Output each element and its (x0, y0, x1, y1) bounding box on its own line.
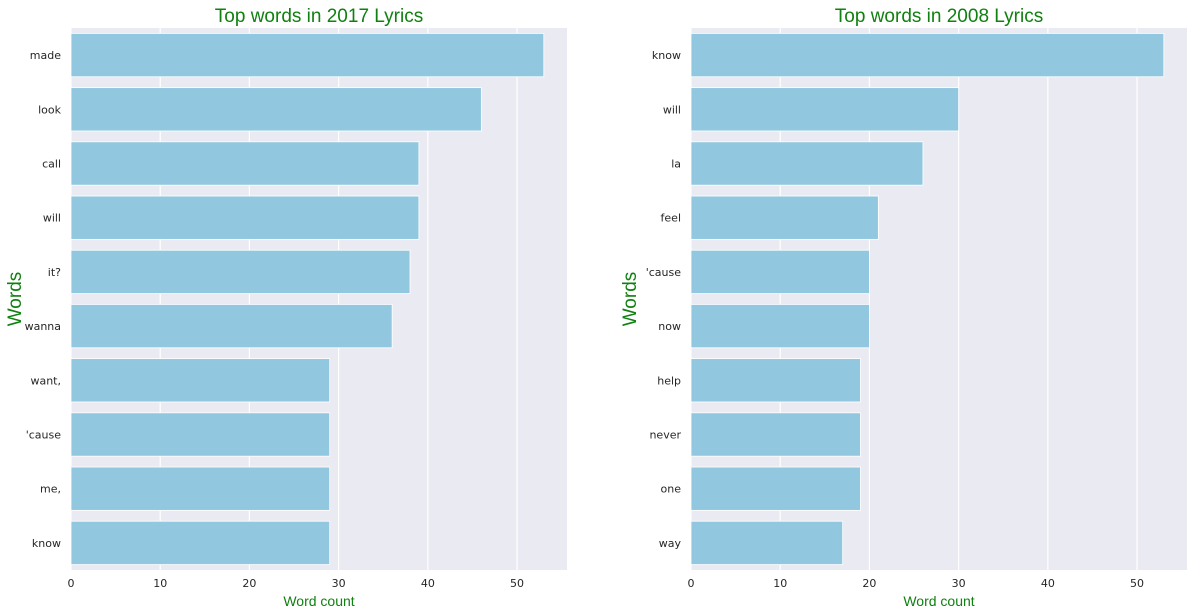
y-tick-label: call (42, 158, 61, 171)
y-tick-label: 'cause (26, 429, 62, 442)
x-tick-labels: 0 10 20 30 40 50 (68, 577, 525, 590)
bar (690, 466, 861, 511)
y-tick-label: will (663, 103, 681, 116)
bar (690, 304, 870, 349)
bar (70, 249, 411, 294)
y-axis-label: Words (620, 272, 641, 327)
chart-2008: know will la feel 'cause now help never one way 0… (620, 0, 1194, 615)
y-tick-label: way (659, 537, 682, 550)
y-tick-labels: made look call will it? wanna want, 'cause me, kn… (25, 49, 62, 550)
y-tick-labels: know will la feel 'cause now help never one way (646, 49, 682, 550)
bar (690, 195, 879, 240)
x-tick-label: 0 (68, 577, 75, 590)
bar (70, 358, 331, 403)
y-tick-label: know (32, 537, 61, 550)
y-tick-label: 'cause (646, 266, 682, 279)
x-tick-label: 50 (1130, 577, 1144, 590)
y-tick-label: know (652, 49, 681, 62)
bar (70, 87, 482, 132)
x-axis-label: Word count (903, 593, 974, 609)
chart-title: Top words in 2008 Lyrics (835, 6, 1043, 27)
x-tick-label: 20 (242, 577, 256, 590)
x-tick-label: 10 (153, 577, 167, 590)
x-tick-label: 30 (952, 577, 966, 590)
chart-2017-svg: made look call will it? wanna want, 'cause me, kn… (5, 6, 567, 609)
bar (690, 520, 844, 565)
chart-2008-svg: know will la feel 'cause now help never one way 0… (620, 6, 1187, 609)
y-tick-label: look (38, 103, 62, 116)
y-tick-label: want, (30, 374, 61, 387)
x-tick-label: 0 (688, 577, 695, 590)
y-tick-label: made (30, 49, 61, 62)
x-tick-label: 40 (421, 577, 435, 590)
y-tick-label: one (661, 483, 682, 496)
bar (690, 358, 861, 403)
x-axis-label: Word count (283, 593, 354, 609)
x-tick-label: 10 (773, 577, 787, 590)
chart-title: Top words in 2017 Lyrics (215, 6, 423, 27)
y-tick-label: me, (40, 483, 61, 496)
chart-2017: made look call will it? wanna want, 'cause me, kn… (5, 6, 567, 609)
bar (70, 141, 420, 186)
y-tick-label: la (671, 158, 681, 171)
bar (690, 33, 1165, 78)
x-tick-label: 50 (510, 577, 524, 590)
bars (690, 33, 1165, 565)
y-tick-label: feel (661, 212, 681, 225)
y-tick-label: will (43, 212, 61, 225)
y-tick-label: help (657, 374, 681, 387)
y-tick-label: it? (48, 266, 61, 279)
bar (690, 412, 861, 457)
bar (70, 466, 331, 511)
bar (70, 520, 331, 565)
bars (70, 33, 545, 565)
y-tick-label: wanna (25, 320, 61, 333)
y-tick-label: now (658, 320, 681, 333)
bar (70, 304, 393, 349)
x-tick-label: 40 (1041, 577, 1055, 590)
y-tick-label: never (649, 429, 681, 442)
bar (690, 141, 924, 186)
bar (690, 87, 960, 132)
bar (70, 33, 545, 78)
x-tick-label: 20 (862, 577, 876, 590)
bar (70, 412, 331, 457)
y-axis-label: Words (5, 272, 26, 327)
bar (70, 195, 420, 240)
bar (690, 249, 870, 294)
x-tick-labels: 0 10 20 30 40 50 (688, 577, 1145, 590)
x-tick-label: 30 (332, 577, 346, 590)
